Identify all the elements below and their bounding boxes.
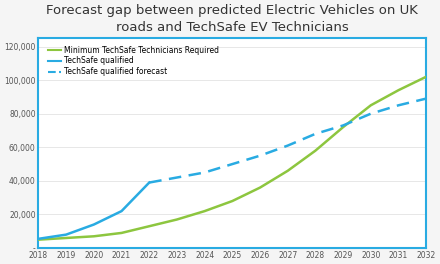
Line: Minimum TechSafe Technicians Required: Minimum TechSafe Technicians Required	[38, 77, 426, 240]
TechSafe qualified forecast	[424, 97, 429, 100]
Minimum TechSafe Technicians Required	[341, 126, 346, 129]
Minimum TechSafe Technicians Required	[119, 231, 124, 234]
TechSafe qualified forecast	[230, 163, 235, 166]
Title: Forecast gap between predicted Electric Vehicles on UK
roads and TechSafe EV Tec: Forecast gap between predicted Electric …	[46, 4, 418, 34]
TechSafe qualified forecast	[202, 171, 207, 174]
TechSafe qualified forecast	[174, 176, 180, 179]
TechSafe qualified	[91, 223, 96, 226]
TechSafe qualified forecast	[341, 124, 346, 127]
Minimum TechSafe Technicians Required	[313, 149, 318, 152]
Minimum TechSafe Technicians Required	[424, 75, 429, 78]
TechSafe qualified	[36, 237, 41, 241]
Line: TechSafe qualified forecast: TechSafe qualified forecast	[149, 98, 426, 182]
Minimum TechSafe Technicians Required	[285, 169, 290, 172]
Legend: Minimum TechSafe Technicians Required, TechSafe qualified, TechSafe qualified fo: Minimum TechSafe Technicians Required, T…	[46, 44, 221, 78]
TechSafe qualified forecast	[313, 132, 318, 135]
TechSafe qualified	[147, 181, 152, 184]
Minimum TechSafe Technicians Required	[36, 238, 41, 241]
Minimum TechSafe Technicians Required	[174, 218, 180, 221]
TechSafe qualified forecast	[285, 144, 290, 147]
TechSafe qualified forecast	[396, 104, 401, 107]
Minimum TechSafe Technicians Required	[147, 225, 152, 228]
Line: TechSafe qualified: TechSafe qualified	[38, 182, 149, 239]
TechSafe qualified forecast	[257, 154, 263, 157]
TechSafe qualified forecast	[147, 181, 152, 184]
Minimum TechSafe Technicians Required	[230, 199, 235, 202]
TechSafe qualified	[63, 233, 69, 236]
TechSafe qualified	[119, 210, 124, 213]
TechSafe qualified forecast	[368, 112, 374, 115]
Minimum TechSafe Technicians Required	[396, 89, 401, 92]
Minimum TechSafe Technicians Required	[368, 104, 374, 107]
Minimum TechSafe Technicians Required	[91, 235, 96, 238]
Minimum TechSafe Technicians Required	[63, 236, 69, 239]
Minimum TechSafe Technicians Required	[202, 210, 207, 213]
Minimum TechSafe Technicians Required	[257, 186, 263, 189]
